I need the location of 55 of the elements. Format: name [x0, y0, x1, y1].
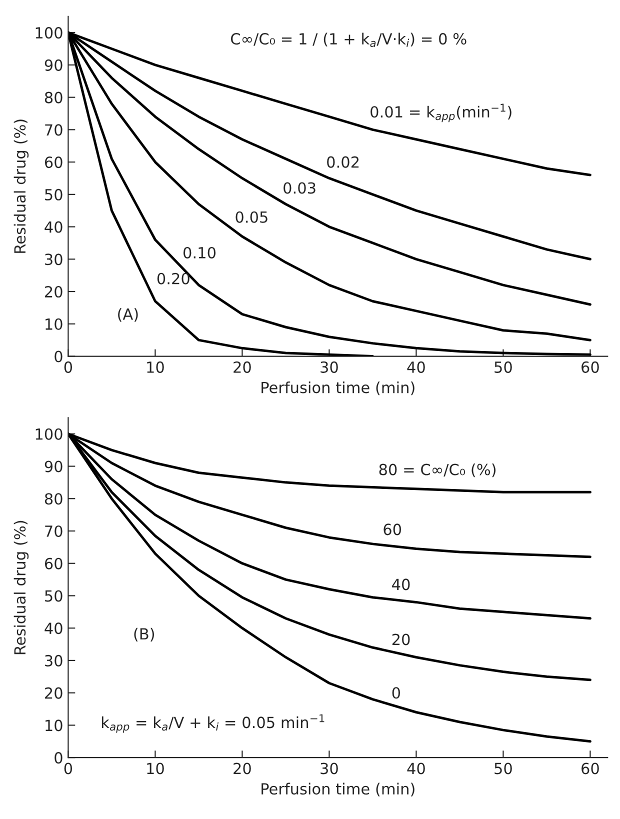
- y-tick-label: 20: [45, 687, 62, 699]
- x-tick-label: 40: [407, 361, 425, 373]
- x-tick-label: 20: [234, 361, 251, 373]
- y-tick-label: 60: [44, 156, 62, 168]
- annotation: 0.10: [184, 246, 216, 258]
- y-tick-label: 50: [45, 590, 62, 602]
- x-axis-title: Perfusion time (min): [262, 782, 414, 796]
- y-tick-label: 100: [36, 27, 62, 39]
- x-tick-label: 30: [320, 762, 338, 774]
- y-tick-label: 70: [45, 124, 62, 136]
- annotation: k$_{app}$ = k$_{a}$/V + k$_{i}$ = 0.05 min$^{−1}$: [102, 714, 324, 733]
- y-tick-label: 10: [46, 318, 62, 330]
- x-tick-label: 50: [494, 361, 512, 373]
- annotation: 0.03: [284, 182, 316, 194]
- y-tick-label: 30: [45, 654, 62, 666]
- annotation: 0.05: [236, 211, 268, 223]
- y-tick-label: 30: [45, 254, 62, 266]
- y-tick-label: 0: [54, 350, 62, 362]
- x-tick-label: 0: [64, 361, 72, 373]
- y-axis-title: Residual drug (%): [14, 120, 29, 253]
- x-tick-label: 50: [494, 762, 512, 774]
- y-tick-label: 20: [45, 286, 62, 298]
- annotation: 60: [384, 524, 402, 536]
- x-tick-label: 40: [407, 762, 425, 774]
- y-tick-label: 10: [46, 720, 62, 732]
- y-axis-title: Residual drug (%): [14, 520, 29, 654]
- x-tick-label: 10: [147, 361, 164, 373]
- x-tick-label: 0: [64, 762, 72, 774]
- annotation: 0.01 = k$_{app}$(min$^{−1}$): [370, 104, 512, 122]
- annotation: 0.02: [327, 156, 359, 168]
- y-tick-label: 100: [36, 428, 62, 440]
- annotation: 80 = C∞/C₀ (%): [379, 463, 496, 478]
- y-tick-label: 50: [45, 188, 62, 200]
- annotation: 40: [392, 578, 410, 590]
- y-tick-label: 40: [44, 221, 62, 233]
- x-axis-title: Perfusion time (min): [262, 381, 414, 396]
- y-tick-label: 40: [44, 622, 62, 634]
- y-tick-label: 60: [44, 558, 62, 570]
- annotation: 20: [392, 634, 410, 646]
- y-tick-label: 90: [44, 59, 62, 71]
- annotation: 0.20: [157, 272, 190, 284]
- x-tick-label: 20: [234, 762, 251, 774]
- y-tick-label: 70: [45, 525, 62, 538]
- y-tick-label: 90: [44, 460, 62, 472]
- x-tick-label: 10: [147, 762, 164, 774]
- y-tick-label: 80: [44, 493, 62, 505]
- x-tick-label: 60: [582, 361, 599, 373]
- annotation: C∞/C₀ = 1 / (1 + k$_{a}$/V·k$_{i}$) = 0 %: [230, 32, 466, 48]
- y-tick-label: 80: [44, 92, 62, 104]
- annotation: 0: [392, 687, 400, 699]
- y-tick-label: 0: [54, 752, 62, 764]
- annotation: (A): [118, 308, 138, 322]
- x-tick-label: 60: [582, 762, 599, 774]
- x-tick-label: 30: [320, 361, 338, 373]
- annotation: (B): [134, 628, 154, 642]
